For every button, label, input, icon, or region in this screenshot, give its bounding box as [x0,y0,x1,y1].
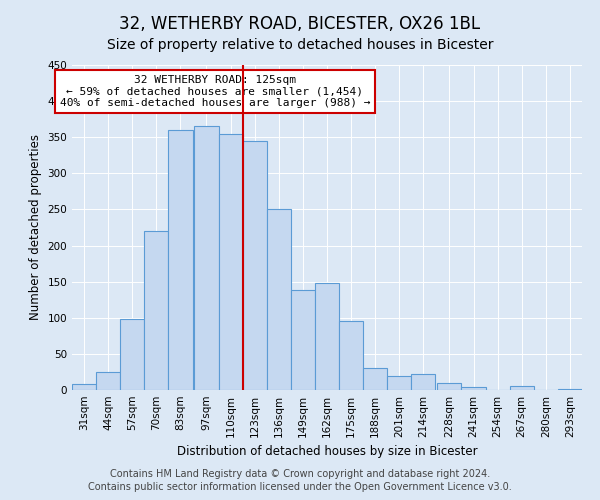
Bar [339,322,363,390]
Bar [194,126,218,390]
Bar [218,134,242,390]
Bar [437,383,461,390]
Bar [558,388,582,390]
Text: 32 WETHERBY ROAD: 125sqm
← 59% of detached houses are smaller (1,454)
40% of sem: 32 WETHERBY ROAD: 125sqm ← 59% of detach… [59,74,370,108]
Text: 32, WETHERBY ROAD, BICESTER, OX26 1BL: 32, WETHERBY ROAD, BICESTER, OX26 1BL [119,15,481,33]
Bar [315,283,339,390]
Bar [242,141,267,390]
Bar [96,372,120,390]
Bar [145,231,169,390]
Bar [120,319,145,390]
Text: Size of property relative to detached houses in Bicester: Size of property relative to detached ho… [107,38,493,52]
Bar [72,384,96,390]
Bar [363,368,387,390]
Bar [387,376,412,390]
Y-axis label: Number of detached properties: Number of detached properties [29,134,42,320]
Bar [461,387,485,390]
Text: Contains HM Land Registry data © Crown copyright and database right 2024.
Contai: Contains HM Land Registry data © Crown c… [88,470,512,492]
Bar [169,130,193,390]
Bar [509,386,534,390]
X-axis label: Distribution of detached houses by size in Bicester: Distribution of detached houses by size … [176,446,478,458]
Bar [412,374,436,390]
Bar [267,210,291,390]
Bar [291,290,315,390]
